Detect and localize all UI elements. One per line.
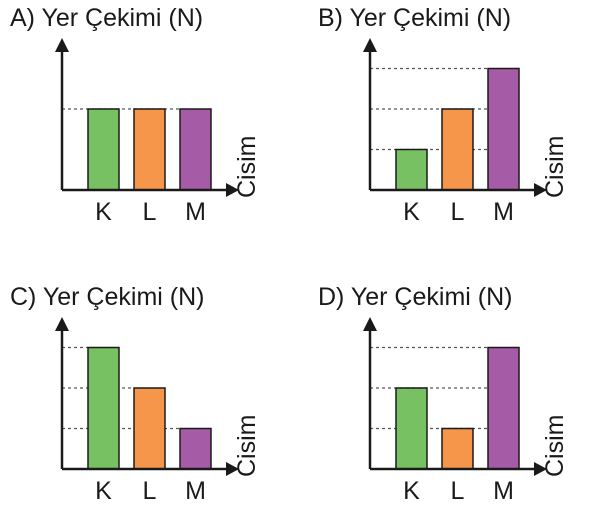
bar-c-m: [179, 427, 212, 470]
tick-label-c-l: L: [143, 477, 157, 505]
bar-d-m: [487, 346, 520, 470]
y-axis-arrow-d: [363, 317, 377, 331]
chart-panel-c: C) Yer Çekimi (N) K L M Cisim: [10, 283, 261, 505]
bar-a-m: [179, 108, 212, 191]
bar-c-l: [133, 387, 166, 470]
bar-b-m: [487, 67, 520, 191]
x-axis-arrow-d: [534, 462, 547, 476]
tick-label-a-m: M: [185, 198, 206, 226]
chart-panel-d: D) Yer Çekimi (N) K L M Cisim: [318, 283, 569, 505]
chart-panel-b: B) Yer Çekimi (N) K L M Cisim: [318, 4, 569, 226]
chart-title-d: D) Yer Çekimi (N): [318, 283, 512, 311]
bar-a-l: [133, 108, 166, 191]
bar-c-k: [87, 346, 120, 470]
y-axis-arrow-c: [55, 317, 69, 331]
tick-label-b-k: K: [403, 198, 420, 226]
chart-panel-a: A) Yer Çekimi (N) K L M Cisim: [10, 4, 261, 226]
tick-label-d-m: M: [493, 477, 514, 505]
tick-label-d-k: K: [403, 477, 420, 505]
tick-label-c-m: M: [185, 477, 206, 505]
tick-label-b-m: M: [493, 198, 514, 226]
bar-d-k: [395, 387, 428, 470]
x-axis-arrow-b: [534, 183, 547, 197]
tick-label-d-l: L: [451, 477, 465, 505]
tick-label-a-l: L: [143, 198, 157, 226]
chart-title-a: A) Yer Çekimi (N): [10, 4, 203, 32]
x-axis-label-d: Cisim: [541, 415, 569, 478]
chart-title-c: C) Yer Çekimi (N): [10, 283, 204, 311]
x-axis-arrow-a: [226, 183, 239, 197]
x-axis-label-b: Cisim: [541, 136, 569, 199]
tick-label-a-k: K: [95, 198, 112, 226]
tick-label-b-l: L: [451, 198, 465, 226]
chart-title-b: B) Yer Çekimi (N): [318, 4, 511, 32]
x-axis-arrow-c: [226, 462, 239, 476]
bar-d-l: [441, 427, 474, 470]
y-axis-arrow-a: [55, 38, 69, 52]
bar-b-l: [441, 108, 474, 191]
bar-b-k: [395, 148, 428, 191]
x-axis-label-a: Cisim: [233, 136, 261, 199]
bar-a-k: [87, 108, 120, 191]
y-axis-arrow-b: [363, 38, 377, 52]
x-axis-label-c: Cisim: [233, 415, 261, 478]
tick-label-c-k: K: [95, 477, 112, 505]
